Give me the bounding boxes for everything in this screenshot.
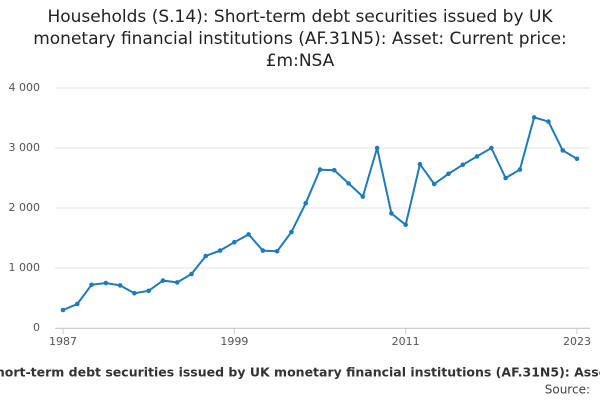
point bbox=[160, 278, 166, 283]
point bbox=[503, 175, 508, 181]
source: Source: bbox=[545, 383, 590, 397]
y-tick-label: 3 000 bbox=[9, 141, 41, 154]
point bbox=[203, 253, 209, 259]
x-tick-label: 2011 bbox=[392, 335, 420, 348]
point bbox=[431, 181, 437, 187]
point bbox=[360, 194, 366, 199]
y-tick-label: 0 bbox=[33, 321, 40, 334]
point bbox=[389, 211, 394, 216]
point bbox=[460, 162, 466, 168]
point bbox=[89, 282, 94, 288]
y-tick-label: 1 000 bbox=[9, 261, 41, 274]
point bbox=[74, 301, 80, 307]
point bbox=[374, 145, 380, 151]
point bbox=[474, 154, 480, 159]
point bbox=[289, 229, 294, 235]
point bbox=[189, 271, 194, 277]
point bbox=[174, 280, 180, 285]
point bbox=[517, 167, 523, 172]
y-tick-label: 4 000 bbox=[9, 81, 41, 94]
point bbox=[117, 283, 123, 288]
point bbox=[331, 167, 337, 173]
point bbox=[560, 148, 566, 153]
point bbox=[574, 156, 580, 162]
point bbox=[246, 232, 251, 237]
point bbox=[146, 288, 151, 294]
point bbox=[317, 167, 323, 172]
point bbox=[232, 239, 237, 245]
line bbox=[62, 116, 578, 311]
point bbox=[260, 248, 266, 253]
point bbox=[303, 200, 309, 206]
point bbox=[103, 280, 109, 286]
point bbox=[274, 248, 280, 254]
x-axis-label: Short-term debt securities issued by UK … bbox=[0, 365, 600, 380]
x-tick-label: 2023 bbox=[563, 335, 591, 348]
point bbox=[489, 145, 494, 151]
point bbox=[132, 290, 137, 296]
point bbox=[403, 222, 408, 228]
point bbox=[446, 171, 451, 177]
point bbox=[60, 307, 66, 313]
point bbox=[417, 161, 423, 167]
y-tick-label: 2 000 bbox=[9, 201, 41, 214]
point bbox=[346, 181, 351, 186]
chart-title: Households (S.14): Short-term debt secur… bbox=[33, 7, 567, 71]
x-tick-label: 1999 bbox=[220, 335, 248, 348]
point bbox=[546, 119, 551, 124]
point bbox=[217, 248, 223, 253]
point bbox=[531, 115, 537, 120]
x-tick-label: 1987 bbox=[49, 335, 77, 348]
